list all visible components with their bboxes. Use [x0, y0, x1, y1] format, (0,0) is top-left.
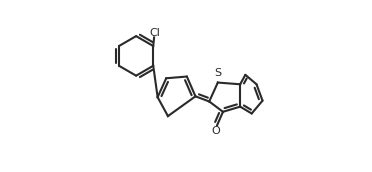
Text: O: O [212, 126, 221, 136]
Text: Cl: Cl [150, 28, 160, 38]
Text: S: S [214, 68, 221, 78]
